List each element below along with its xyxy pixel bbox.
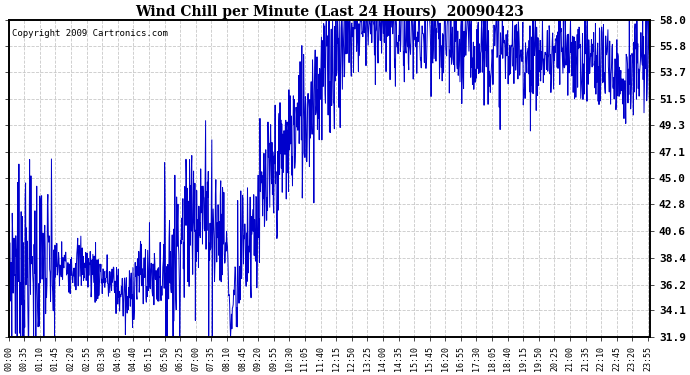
Text: Copyright 2009 Cartronics.com: Copyright 2009 Cartronics.com — [12, 29, 168, 38]
Title: Wind Chill per Minute (Last 24 Hours)  20090423: Wind Chill per Minute (Last 24 Hours) 20… — [135, 4, 524, 18]
